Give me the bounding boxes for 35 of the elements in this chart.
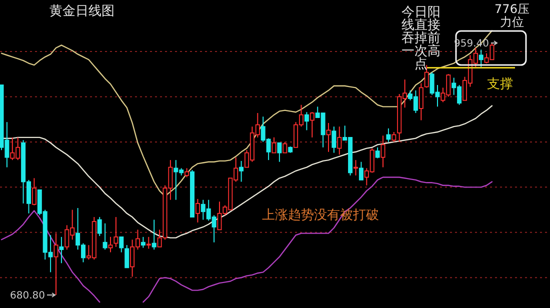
candlestick [478, 49, 484, 68]
candlestick [140, 236, 146, 248]
annotation: 今日阳线直接吞掉前一次高点 [402, 5, 440, 72]
candlestick [152, 219, 156, 250]
candlestick [59, 236, 64, 264]
candlestick [358, 161, 364, 180]
candlestick [277, 142, 282, 162]
candlestick [54, 232, 58, 296]
candlestick [380, 135, 386, 168]
candlestick [32, 178, 36, 206]
candlestick [304, 112, 309, 131]
chart-title: 黄金日线图 [50, 4, 114, 19]
candlestick [124, 244, 130, 268]
candlestick [282, 141, 288, 154]
candlestick [102, 222, 108, 250]
candlestick [418, 82, 424, 121]
candlestick [239, 160, 244, 182]
candlestick [354, 160, 358, 176]
candlestick [386, 128, 391, 142]
candlestick [195, 198, 200, 223]
candlestick [97, 216, 102, 237]
candlestick [392, 132, 396, 142]
candlestick [114, 216, 118, 248]
candlestick [146, 236, 151, 250]
candlestick [332, 126, 336, 154]
candlestick [119, 236, 124, 253]
candlestick [272, 136, 276, 154]
candlestick [184, 168, 190, 178]
candlestick [337, 126, 342, 156]
ref-line-label: 支撑 [487, 76, 513, 92]
candlestick [310, 112, 314, 138]
annotation: 680.80 [10, 290, 45, 302]
candlestick [326, 122, 331, 152]
text: 776压力位 [494, 2, 530, 29]
candlestick [108, 236, 113, 253]
